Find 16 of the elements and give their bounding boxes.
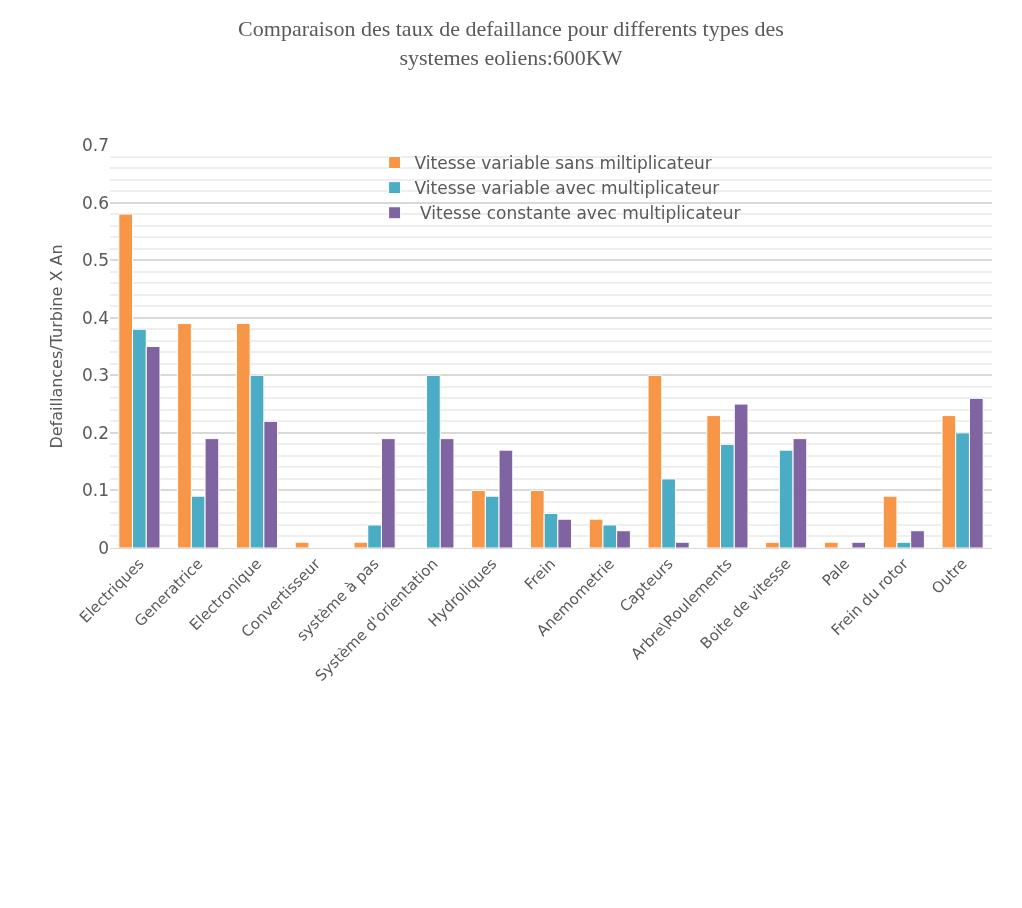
y-tick-label: 0.2 xyxy=(81,422,109,443)
y-tick-label: 0.6 xyxy=(81,192,109,213)
y-tick-label: 0 xyxy=(98,537,109,558)
legend-label: Vitesse variable avec multiplicateur xyxy=(414,178,720,199)
y-tick-label: 0.7 xyxy=(81,134,109,155)
bar xyxy=(851,541,867,548)
y-tick-label: 0.5 xyxy=(81,250,109,271)
y-tick-label: 0.1 xyxy=(81,480,109,501)
bar xyxy=(823,541,839,548)
y-tick-label: 0.3 xyxy=(81,365,109,386)
y-tick-label: 0.4 xyxy=(81,307,109,328)
legend-label: Vitesse constante avec multiplicateur xyxy=(414,203,741,224)
legend-label: Vitesse variable sans miltiplicateur xyxy=(414,153,712,174)
y-axis-title: Defaillances/Turbine X An xyxy=(46,244,66,449)
chart-title: Comparaison des taux de defaillance pour differents types des systemes eoliens:600KW xyxy=(238,16,784,70)
bar xyxy=(294,541,310,548)
